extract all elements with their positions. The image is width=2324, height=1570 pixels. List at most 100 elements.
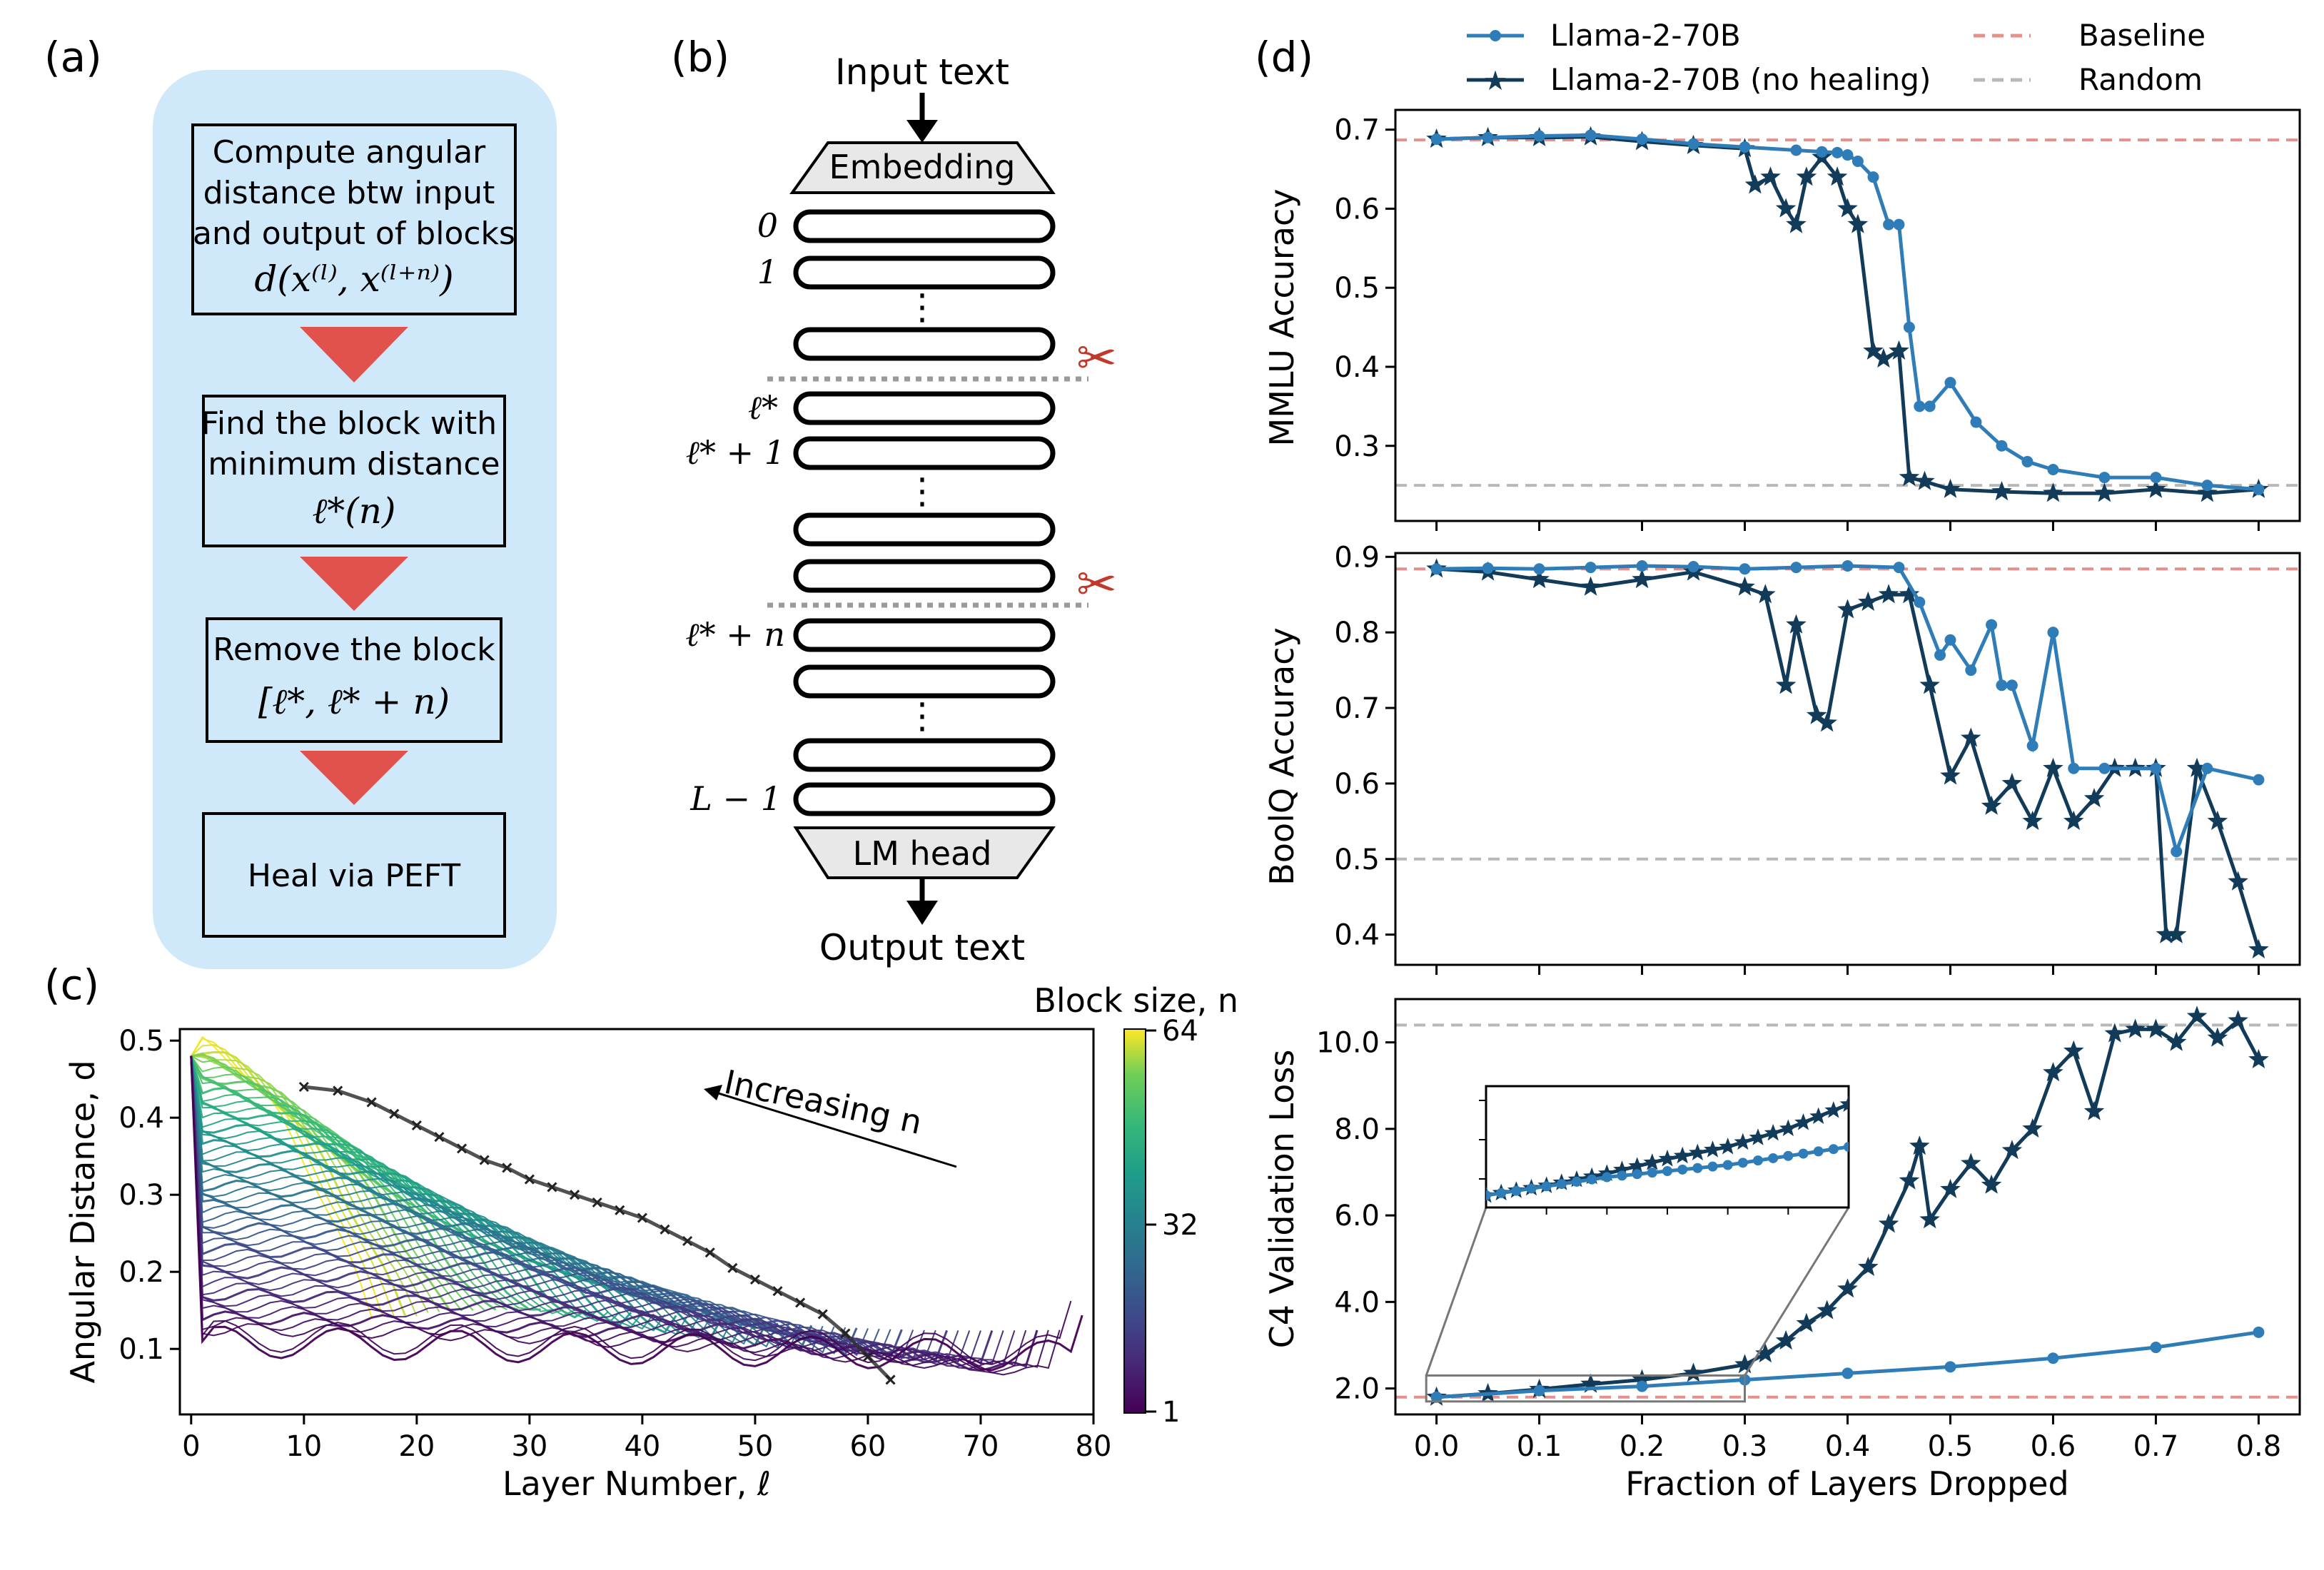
zoom-connector (1744, 1207, 1850, 1377)
min-distance-marker (660, 1224, 670, 1235)
xtick-label: 0.3 (1722, 1430, 1768, 1463)
no-healing-point (1873, 348, 1894, 368)
inset-no-healing-point (1809, 1107, 1827, 1124)
step1-line3: and output of blocks (193, 216, 515, 252)
inset-healed-point (1526, 1183, 1537, 1194)
healed-point (1914, 400, 1926, 412)
no-healing-point (2248, 938, 2269, 958)
layer-block (793, 209, 1056, 243)
ytick-label: 0.5 (1334, 844, 1380, 876)
ytick-label: 2.0 (1334, 1373, 1380, 1406)
no-healing-point (1909, 1135, 1930, 1155)
no-healing-point (2146, 478, 2166, 498)
no-healing-point (1796, 166, 1817, 186)
c-xtick-label: 80 (1076, 1430, 1112, 1463)
inset-no-healing-point (1839, 1095, 1849, 1112)
no-healing-point (2094, 482, 2115, 502)
xtick-label: 0.1 (1517, 1430, 1562, 1463)
panel-label-d: (d) (1255, 33, 1313, 81)
colorbar-label: Block size, n (1034, 981, 1238, 1020)
inset-no-healing-point (1734, 1133, 1752, 1150)
min-distance-marker (547, 1182, 557, 1192)
layer-label-lstar: ℓ* (748, 388, 778, 427)
xtick-label: 0.0 (1414, 1430, 1460, 1463)
inset-healed-point (1753, 1155, 1763, 1166)
healed-point (1533, 130, 1545, 142)
healed-point (1944, 634, 1956, 646)
no-healing-point (2207, 810, 2228, 830)
min-distance-marker (592, 1197, 602, 1208)
healed-point (1482, 562, 1494, 574)
no-healing-point (1580, 1373, 1601, 1393)
layer-block (793, 782, 1056, 816)
no-healing-point (1734, 576, 1755, 596)
chart-d-c4-ylabel: C4 Validation Loss (1263, 1050, 1301, 1349)
inset-no-healing-point (1658, 1150, 1677, 1167)
healed-point (1687, 138, 1699, 150)
min-distance-marker (637, 1212, 647, 1223)
no-healing-point (2166, 1031, 2187, 1051)
ytick-label: 0.4 (1334, 351, 1380, 384)
embedding-block (789, 141, 1056, 194)
no-healing-point (1914, 470, 1935, 490)
min-distance-marker (682, 1235, 693, 1247)
step1-math: d(x⁽ˡ⁾, x⁽ˡ⁺ⁿ⁾) (254, 258, 453, 300)
c-xtick-label: 40 (624, 1430, 660, 1463)
scissors-icon: ✂ (1076, 330, 1117, 387)
ytick-label: 0.8 (1334, 617, 1380, 649)
c-ytick-label: 0.3 (118, 1179, 164, 1212)
c-xtick-label: 50 (737, 1430, 773, 1463)
min-distance-marker (727, 1262, 738, 1273)
c-xtick-label: 10 (286, 1430, 322, 1463)
min-distance-marker (862, 1351, 874, 1362)
min-distance-marker (434, 1132, 445, 1143)
no-healing-point (1858, 1256, 1879, 1276)
ytick-label: 6.0 (1334, 1200, 1380, 1232)
min-distance-marker (615, 1205, 625, 1215)
layer-label-1: 1 (757, 253, 778, 291)
no-healing-point (1580, 576, 1601, 596)
colorbar (1123, 1028, 1146, 1414)
no-healing-point (2207, 1027, 2228, 1047)
c-xtick-label: 20 (398, 1430, 435, 1463)
inset-frame (1485, 1085, 1850, 1209)
inset-no-healing-point (1628, 1157, 1646, 1174)
min-distance-marker (524, 1174, 535, 1185)
chart-d-c4: 2.0 4.0 6.0 8.0 10.0 0.0 0.1 0.2 0.3 0.4 0.5 0.6 0.7… (1316, 998, 2301, 1463)
healed-point (1934, 649, 1946, 661)
no-healing-point (1878, 584, 1899, 604)
healed-point (2253, 1326, 2265, 1338)
min-distance-marker (502, 1163, 512, 1173)
step2-line2: minimum distance (208, 446, 500, 482)
inset-healed-point (1556, 1179, 1567, 1190)
svg-text:Compute angular distance: Compute angular distance btw input and o… (193, 134, 515, 252)
healed-point (1903, 321, 1915, 333)
inset-healed-point (1737, 1158, 1748, 1168)
legend-s1-label: Llama-2-70B (1550, 18, 1741, 53)
curve-n-15 (190, 1055, 925, 1360)
inset-healed-point (1677, 1164, 1688, 1175)
healed-point (1996, 440, 2008, 452)
healed-point (1893, 218, 1905, 231)
c-xtick-label: 70 (963, 1430, 999, 1463)
no-healing-point (1837, 599, 1858, 619)
ytick-label: 0.6 (1334, 193, 1380, 226)
min-distance-curve (303, 1085, 892, 1382)
curve-n-16 (190, 1055, 914, 1359)
no-healing-point (2228, 871, 2248, 891)
legend: Llama-2-70B ★ Llama-2-70B (no healing) B… (1467, 18, 2206, 97)
no-healing-point (1847, 213, 1869, 233)
inset-series (1486, 1095, 1849, 1203)
step3-math: [ℓ*, ℓ* + n) (258, 681, 450, 722)
healed-point (1790, 144, 1802, 156)
no-healing-point (1981, 795, 2002, 815)
min-distance-marker (411, 1120, 422, 1131)
no-healing-point (2043, 757, 2063, 777)
healed-point (2150, 1342, 2162, 1354)
healed-line (1436, 133, 2259, 492)
layer-block (793, 738, 1056, 772)
curve-n-7 (190, 1055, 1016, 1367)
no-healing-point (1837, 198, 1858, 218)
inset-no-healing-point (1794, 1113, 1812, 1130)
step-box-2 (202, 395, 506, 547)
